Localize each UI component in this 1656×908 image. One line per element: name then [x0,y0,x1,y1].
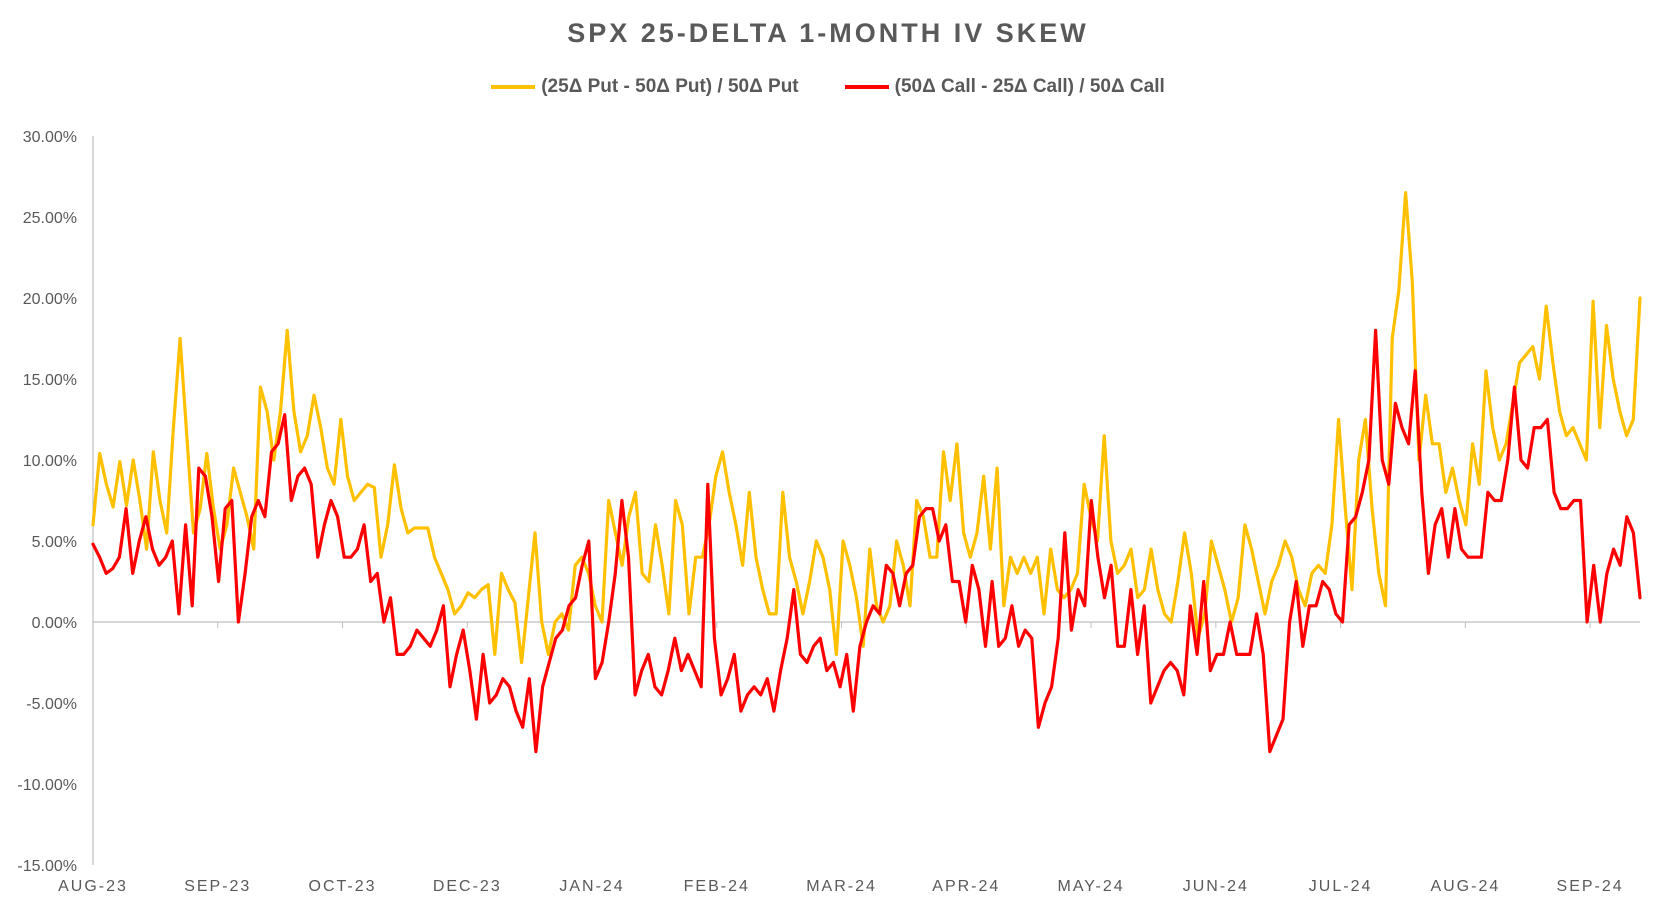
y-tick-label: -5.00% [26,696,77,713]
y-tick-label: 0.00% [32,615,77,632]
x-tick-label: JUN-24 [1183,878,1249,895]
y-tick-label: -10.00% [17,777,77,794]
legend-swatch-put-skew [491,85,536,89]
x-tick-label: FEB-24 [684,878,750,895]
x-tick-label: AUG-24 [1430,878,1500,895]
x-tick-label: MAY-24 [1057,878,1124,895]
legend-swatch-call-skew [844,85,889,89]
x-tick-label: OCT-23 [309,878,377,895]
y-tick-label: 25.00% [23,210,77,227]
legend-item-call-skew: (50Δ Call - 25Δ Call) / 50Δ Call [844,76,1165,98]
x-tick-label: SEP-24 [1557,878,1624,895]
series-line-put-skew [91,191,1642,665]
x-tick-label: MAR-24 [806,878,877,895]
chart-title: SPX 25-DELTA 1-MONTH IV SKEW [567,18,1089,48]
x-tick-label: AUG-23 [58,878,128,895]
x-tick-label: APR-24 [932,878,1000,895]
y-tick-label: 5.00% [32,534,77,551]
series-line-call-skew [91,328,1642,754]
x-tick-label: SEP-23 [184,878,251,895]
y-tick-label: 30.00% [23,129,77,146]
legend-label-call-skew: (50Δ Call - 25Δ Call) / 50Δ Call [894,76,1165,97]
x-tick-label: DEC-23 [433,878,502,895]
legend-item-put-skew: (25Δ Put - 50Δ Put) / 50Δ Put [491,76,799,98]
x-tick-label: JAN-24 [559,878,624,895]
y-tick-label: 15.00% [23,372,77,389]
y-tick-label: 10.00% [23,453,77,470]
legend-label-put-skew: (25Δ Put - 50Δ Put) / 50Δ Put [541,76,799,97]
legend: (25Δ Put - 50Δ Put) / 50Δ Put (50Δ Call … [0,76,1656,98]
y-tick-label: -15.00% [17,858,77,875]
x-tick-label: JUL-24 [1309,878,1373,895]
y-tick-label: 20.00% [23,291,77,308]
